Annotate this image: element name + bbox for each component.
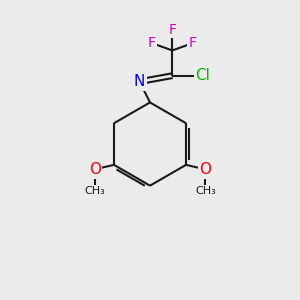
Text: O: O	[88, 162, 101, 177]
Text: Cl: Cl	[196, 68, 210, 83]
Text: O: O	[200, 162, 211, 177]
Text: F: F	[168, 22, 176, 37]
Text: F: F	[189, 36, 197, 50]
Text: CH₃: CH₃	[84, 186, 105, 196]
Text: F: F	[148, 36, 155, 50]
Text: N: N	[134, 74, 145, 89]
Text: CH₃: CH₃	[195, 186, 216, 196]
